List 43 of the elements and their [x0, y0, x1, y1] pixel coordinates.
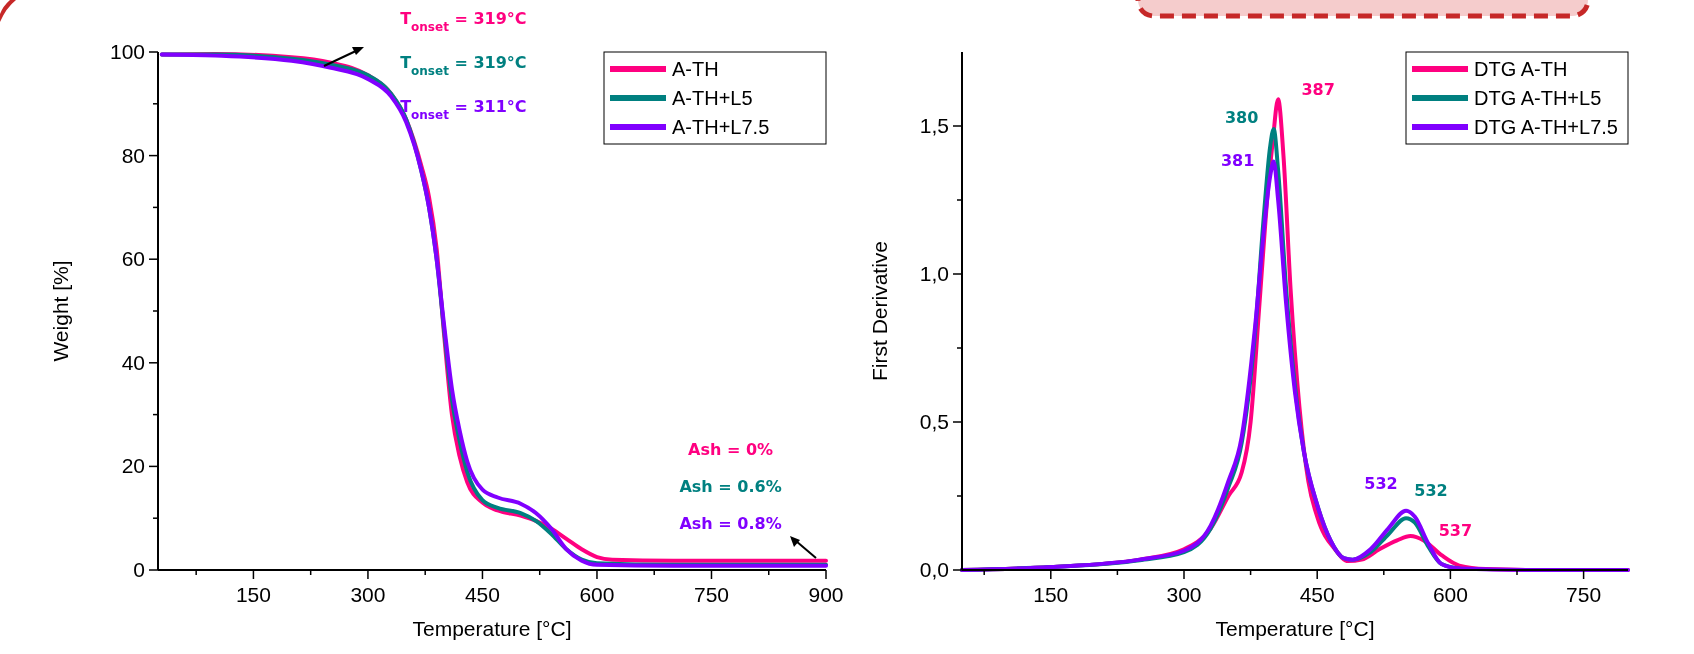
x-tick-label: 300 — [1166, 583, 1202, 606]
legend-label: A-TH+L7.5 — [672, 116, 770, 138]
annotation: T$_{onset}$ = 319°C — [400, 53, 527, 78]
legend-label: DTG A-TH+L5 — [1474, 87, 1602, 109]
y-tick-label: 1,0 — [919, 262, 949, 285]
y-axis-title: Weight [%] — [49, 260, 72, 362]
x-tick-label: 450 — [1299, 583, 1335, 606]
x-tick-label: 900 — [808, 583, 844, 606]
x-axis-title: Temperature [°C] — [412, 617, 572, 640]
annotation: 380 — [1224, 107, 1259, 127]
y-tick-label: 100 — [109, 40, 145, 63]
x-tick-label: 150 — [235, 583, 271, 606]
y-tick-label: 80 — [121, 143, 145, 167]
legend-label: DTG A-TH+L7.5 — [1474, 116, 1618, 138]
x-tick-label: 150 — [1033, 583, 1069, 606]
x-tick-label: 750 — [693, 583, 730, 606]
annotation: 532 — [1414, 481, 1448, 501]
legend-label: A-TH+L5 — [672, 87, 753, 109]
y-tick-label: 40 — [121, 350, 145, 374]
x-tick-label: 450 — [464, 583, 500, 606]
y-axis-title: First Derivative — [868, 240, 891, 382]
y-tick-label: 1,5 — [919, 114, 949, 137]
x-tick-label: 600 — [1432, 583, 1468, 606]
x-tick-label: 600 — [579, 583, 615, 606]
annotation: 387 — [1301, 80, 1335, 100]
annotation: Ash = 0.6% — [679, 477, 782, 496]
x-tick-label: 750 — [1566, 583, 1602, 606]
legend-label: DTG A-TH — [1474, 58, 1568, 80]
x-tick-label: 300 — [350, 583, 386, 606]
y-tick-label: 0,5 — [919, 410, 949, 433]
annotation: Ash = 0% — [688, 440, 774, 459]
x-axis-title: Temperature [°C] — [1215, 617, 1375, 640]
annotation: T$_{onset}$ = 311°C — [400, 97, 527, 122]
annotation: 381 — [1220, 150, 1255, 170]
legend-label: A-TH — [672, 58, 719, 80]
y-tick-label: 20 — [121, 454, 145, 478]
annotation: Ash = 0.8% — [679, 514, 782, 533]
annotation: 537 — [1438, 520, 1473, 540]
text: T$_{onset}$ = 319°C — [400, 9, 527, 34]
y-tick-label: 0,0 — [919, 558, 949, 581]
annotation: 532 — [1364, 473, 1398, 493]
y-tick-label: 0 — [133, 558, 145, 581]
y-tick-label: 60 — [121, 247, 145, 271]
